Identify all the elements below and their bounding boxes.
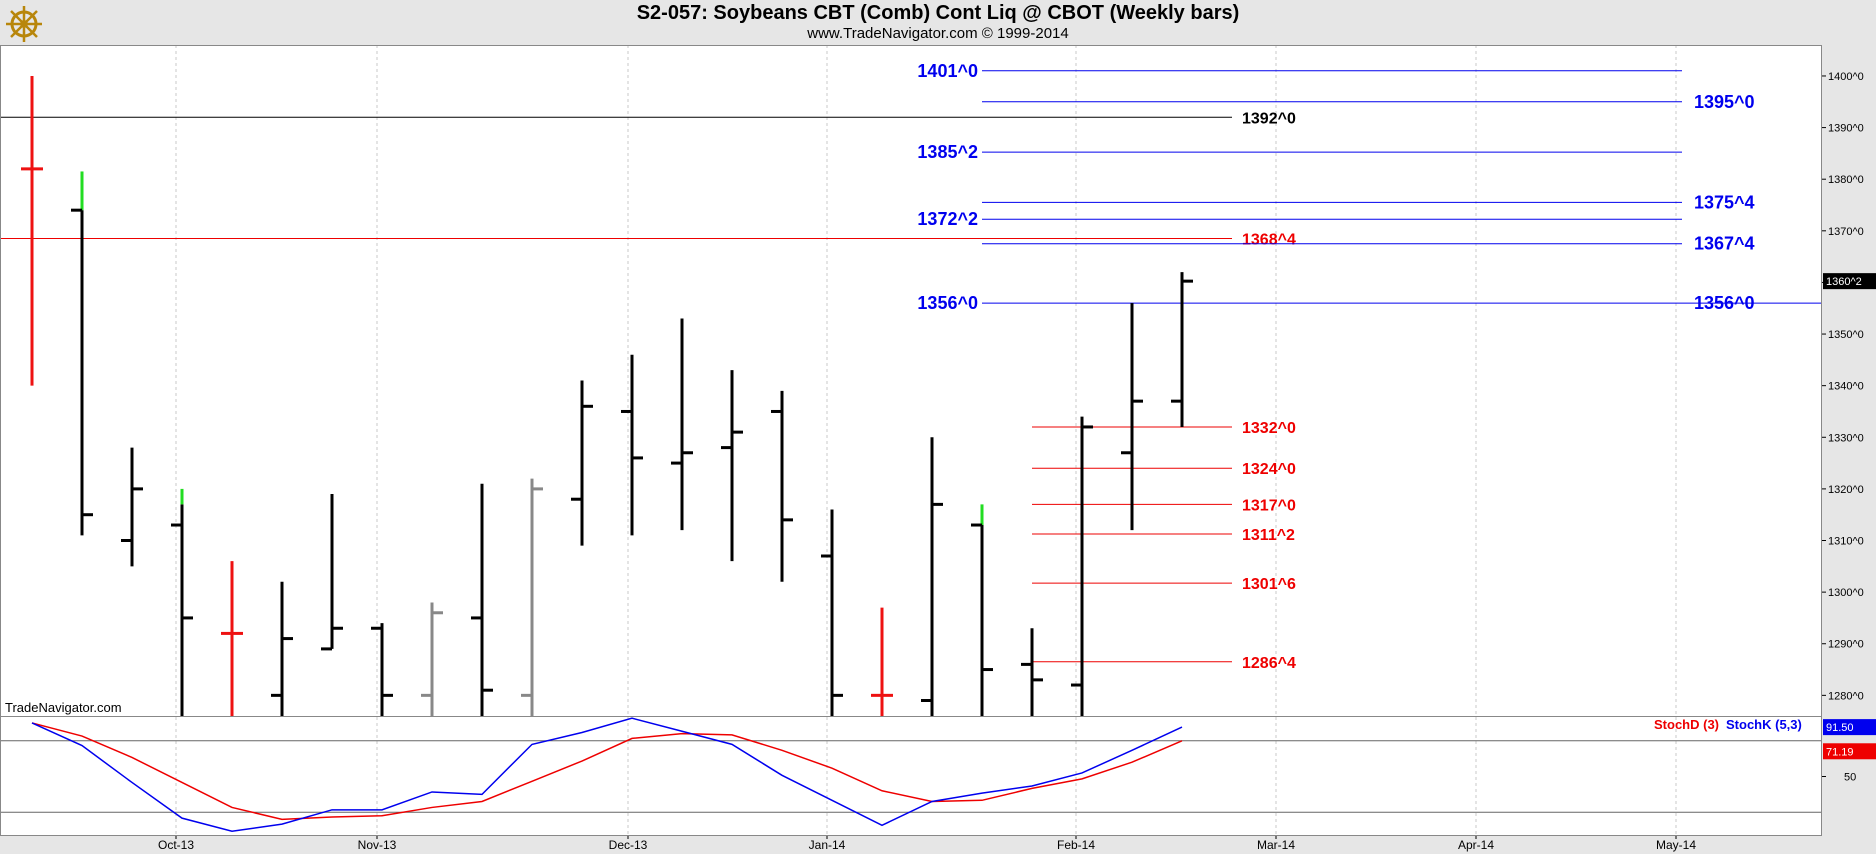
x-tick-label: Mar-14 <box>1257 838 1295 852</box>
ship-wheel-logo-icon <box>4 2 44 42</box>
chart-header: S2-057: Soybeans CBT (Comb) Cont Liq @ C… <box>0 0 1876 44</box>
level-label: 1367^4 <box>1694 234 1755 254</box>
stoch-k-readout: 91.50 <box>1826 722 1854 734</box>
x-tick-label: Dec-13 <box>609 838 648 852</box>
level-label: 1401^0 <box>917 61 978 81</box>
x-tick-label: Jan-14 <box>809 838 846 852</box>
level-label: 1392^0 <box>1242 110 1296 127</box>
level-label: 1317^0 <box>1242 497 1296 514</box>
stoch-d-line <box>31 722 1183 821</box>
level-label: 1286^4 <box>1242 655 1296 672</box>
level-label: 1311^2 <box>1242 527 1295 544</box>
x-tick-label: Oct-13 <box>158 838 194 852</box>
level-label: 1324^0 <box>1242 461 1296 478</box>
level-label: 1375^4 <box>1694 192 1755 212</box>
x-tick-label: Nov-13 <box>358 838 397 852</box>
stoch-d-readout: 71.19 <box>1826 746 1854 758</box>
y-tick-label: 1290^0 <box>1828 639 1864 651</box>
last-price-label: 1360^2 <box>1826 276 1862 288</box>
price-bars-group <box>21 75 1193 716</box>
chart-subtitle: www.TradeNavigator.com © 1999-2014 <box>807 25 1069 42</box>
y-tick-label: 1340^0 <box>1828 381 1864 393</box>
stoch-panel-background <box>0 717 1822 836</box>
y-tick-label: 1390^0 <box>1828 123 1864 135</box>
level-label: 1301^6 <box>1242 576 1296 593</box>
chart-title: S2-057: Soybeans CBT (Comb) Cont Liq @ C… <box>636 2 1240 24</box>
stoch-y-tick-label: 50 <box>1844 772 1856 784</box>
level-label: 1372^2 <box>917 209 978 229</box>
stoch-k-readout-box <box>1823 719 1876 736</box>
level-label: 1356^0 <box>917 293 978 313</box>
y-tick-label: 1370^0 <box>1828 226 1864 238</box>
stoch-k-line <box>31 717 1183 833</box>
chart-border <box>0 45 1822 836</box>
y-tick-label: 1300^0 <box>1828 587 1864 599</box>
level-label: 1332^0 <box>1242 420 1296 437</box>
price-panel-background <box>0 45 1822 716</box>
y-tick-label: 1310^0 <box>1828 536 1864 548</box>
stoch-k-legend: StochK (5,3) <box>1726 717 1802 732</box>
x-tick-label: Apr-14 <box>1458 838 1494 852</box>
y-tick-label: 1280^0 <box>1828 690 1864 702</box>
y-tick-label: 1320^0 <box>1828 484 1864 496</box>
level-label: 1368^4 <box>1242 232 1296 249</box>
y-tick-label: 1380^0 <box>1828 174 1864 186</box>
level-label: 1385^2 <box>917 142 978 162</box>
watermark-text: TradeNavigator.com <box>5 700 122 715</box>
x-tick-label: May-14 <box>1656 838 1696 852</box>
x-tick-label: Feb-14 <box>1057 838 1095 852</box>
stoch-d-readout-box <box>1823 743 1876 760</box>
right-axis-background <box>1822 45 1876 836</box>
level-label: 1356^0 <box>1694 293 1755 313</box>
y-tick-label: 1330^0 <box>1828 432 1864 444</box>
level-label: 1395^0 <box>1694 92 1755 112</box>
y-tick-label: 1400^0 <box>1828 71 1864 83</box>
last-price-box <box>1823 273 1876 290</box>
stoch-d-legend: StochD (3) <box>1654 717 1719 732</box>
y-tick-label: 1350^0 <box>1828 329 1864 341</box>
